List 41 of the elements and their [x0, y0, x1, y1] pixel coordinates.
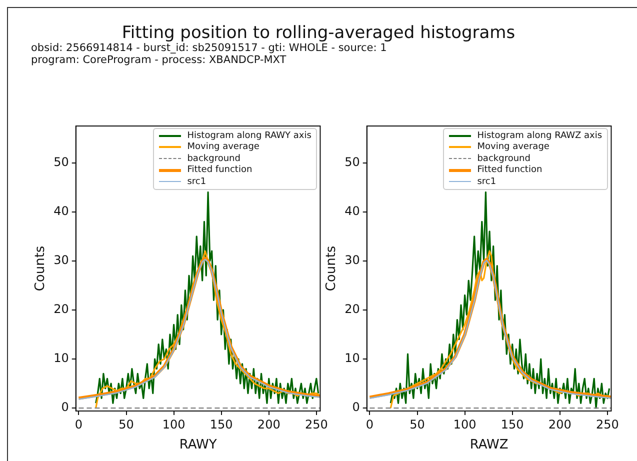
- text: program: CoreProgram - process: XBANDCP-MXT: [31, 54, 286, 66]
- chart-subtitle: obsid: 2566914814 - burst_id: sb25091517 - gti: WHOLE - source: 1: [31, 42, 387, 54]
- legend-label: background: [187, 154, 240, 164]
- legend-label: Histogram along RAWZ axis: [477, 130, 602, 141]
- legend-label: Histogram along RAWY axis: [187, 130, 312, 141]
- x-tick-label: 50: [118, 417, 134, 432]
- y-tick-label: 20: [54, 302, 69, 316]
- x-tick-label: 100: [453, 417, 476, 432]
- x-tick-label: 200: [548, 417, 572, 432]
- y-tick-label: 30: [344, 253, 360, 268]
- y-tick-label: 10: [54, 351, 69, 366]
- x-tick-label: 250: [304, 417, 328, 432]
- y-tick-label: 0: [61, 400, 69, 414]
- y-tick-label: 10: [344, 351, 360, 366]
- legend-label: background: [477, 154, 530, 164]
- legend-label: Moving average: [187, 142, 260, 152]
- legend-label: src1: [477, 176, 496, 187]
- x-tick-label: 100: [162, 417, 186, 432]
- chart-title: Fitting position to rolling-averaged histograms: [120, 23, 516, 43]
- x-axis-title: RAWZ: [470, 438, 508, 453]
- y-tick-label: 20: [344, 302, 360, 316]
- x-tick-label: 200: [257, 417, 280, 432]
- y-tick-label: 30: [54, 253, 69, 268]
- x-axis-title: RAWY: [179, 438, 217, 453]
- legend-label: Fitted function: [187, 165, 252, 176]
- legend-label: src1: [187, 176, 206, 187]
- legend-label: Fitted function: [477, 165, 542, 176]
- x-tick-label: 0: [74, 417, 83, 432]
- y-axis-title: Counts: [33, 246, 48, 292]
- y-tick-label: 40: [54, 204, 69, 218]
- x-tick-label: 150: [210, 417, 233, 432]
- y-tick-label: 50: [54, 154, 69, 169]
- x-tick-label: 250: [596, 417, 619, 432]
- y-tick-label: 0: [352, 400, 360, 414]
- y-tick-label: 50: [344, 154, 360, 169]
- x-tick-label: 150: [500, 417, 524, 432]
- y-axis-title: Counts: [324, 246, 340, 292]
- y-tick-label: 40: [344, 204, 360, 218]
- x-tick-label: 0: [366, 417, 374, 432]
- x-tick-label: 50: [410, 417, 425, 432]
- legend-label: Moving average: [477, 142, 550, 152]
